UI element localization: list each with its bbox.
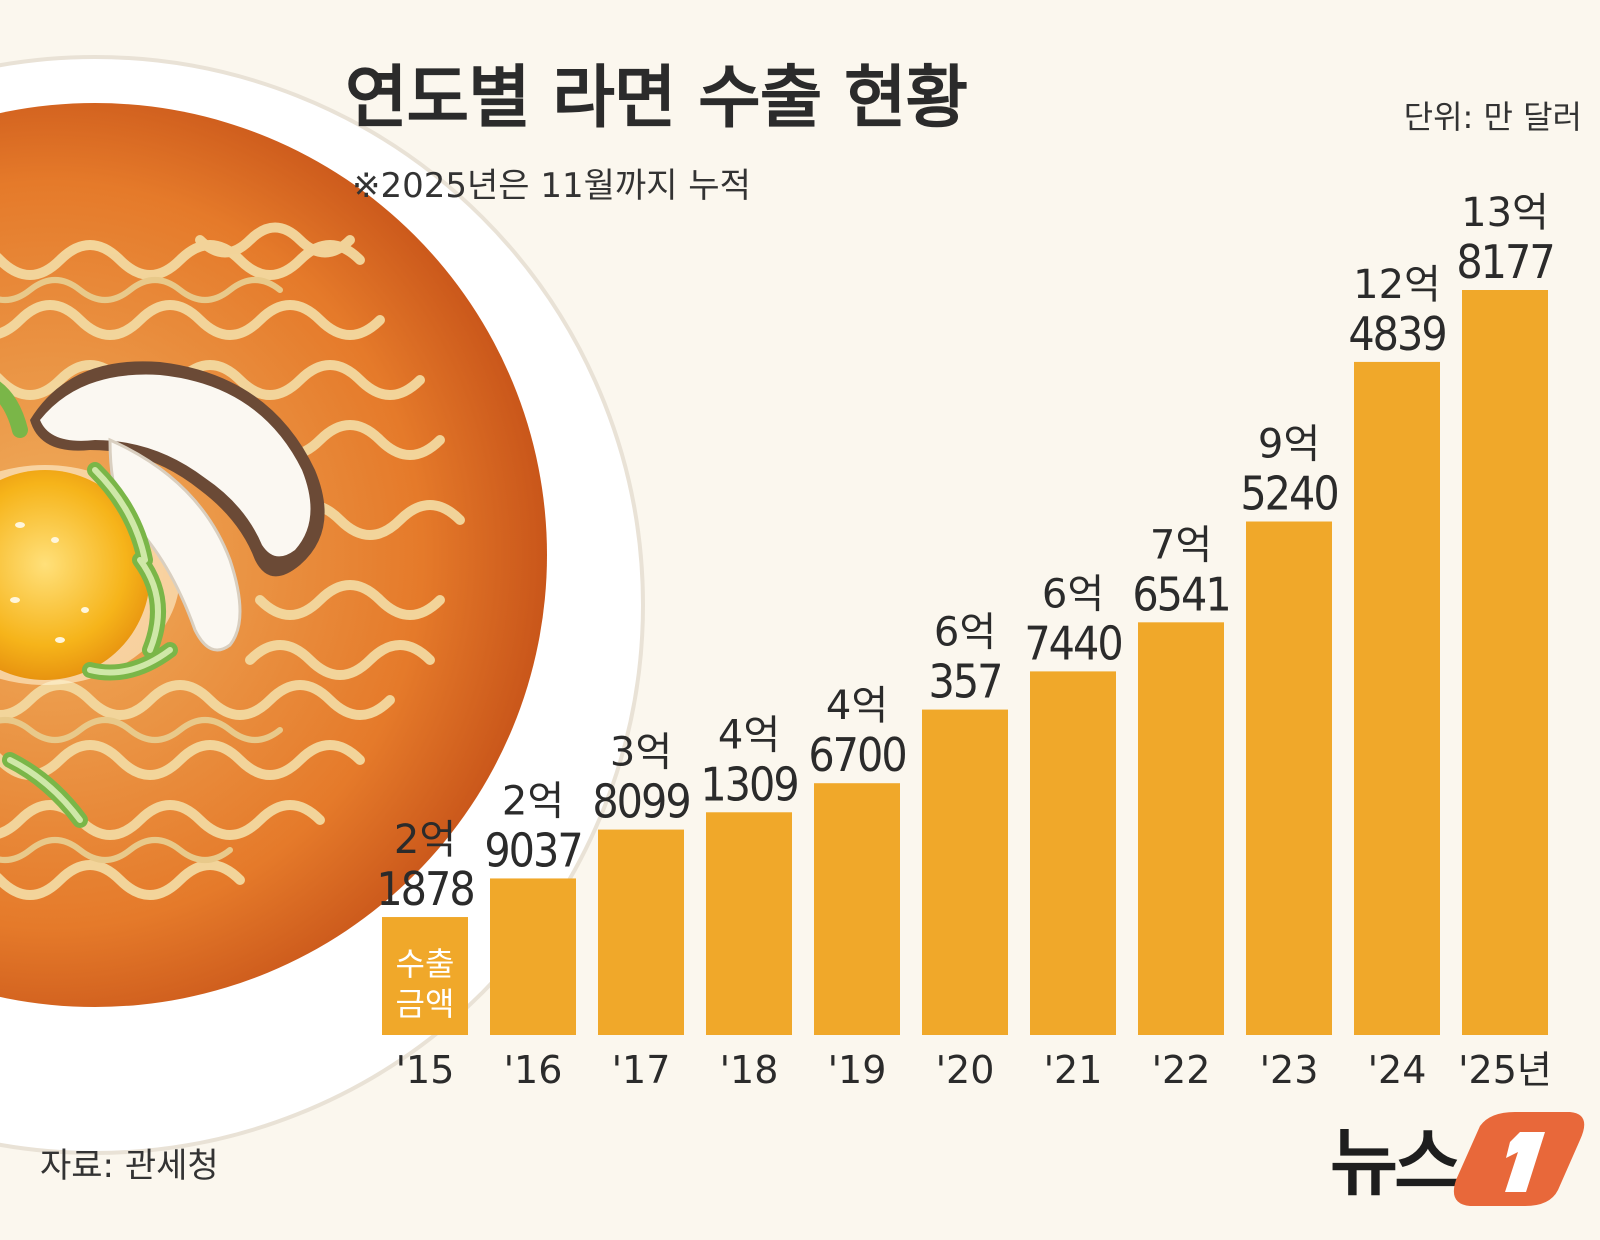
x-tick-label-10: '25년 bbox=[1458, 1048, 1552, 1092]
bar-3 bbox=[706, 812, 792, 1035]
x-tick-label-4: '19 bbox=[828, 1048, 887, 1092]
bar-6 bbox=[1030, 671, 1116, 1035]
bar-value-label-top-1: 2억 bbox=[502, 778, 564, 824]
bar-value-label-top-6: 6억 bbox=[1042, 571, 1104, 617]
x-tick-label-1: '16 bbox=[504, 1048, 563, 1092]
bar-0 bbox=[382, 917, 468, 1035]
bar-value-label-top-9: 12억 bbox=[1353, 262, 1441, 308]
bar-value-label-top-3: 4억 bbox=[718, 712, 780, 758]
bar-value-label-bottom-1: 9037 bbox=[484, 823, 581, 877]
bar-value-label-top-8: 9억 bbox=[1258, 422, 1320, 468]
x-tick-label-5: '20 bbox=[936, 1048, 995, 1092]
bar-value-label-bottom-0: 1878 bbox=[376, 862, 473, 916]
x-tick-label-3: '18 bbox=[720, 1048, 779, 1092]
bar-value-label-bottom-3: 1309 bbox=[700, 757, 797, 811]
news1-logo: 뉴스 bbox=[1330, 1112, 1585, 1206]
bar-inner-label-0: 수출 bbox=[396, 945, 455, 983]
x-tick-label-8: '23 bbox=[1260, 1048, 1319, 1092]
x-tick-label-7: '22 bbox=[1152, 1048, 1211, 1092]
bar-group bbox=[382, 290, 1548, 1035]
bar-10 bbox=[1462, 290, 1548, 1035]
ramen-bowl-illustration bbox=[0, 55, 645, 1155]
source-label: 자료: 관세청 bbox=[40, 1146, 219, 1186]
bar-value-label-top-5: 6억 bbox=[934, 610, 996, 656]
chart-title: 연도별 라면 수출 현황 bbox=[345, 59, 968, 138]
x-tick-label-0: '15 bbox=[396, 1048, 455, 1092]
bar-value-label-bottom-10: 8177 bbox=[1456, 235, 1553, 289]
svg-text:뉴스: 뉴스 bbox=[1330, 1120, 1460, 1206]
bar-value-label-bottom-6: 7440 bbox=[1024, 616, 1121, 670]
x-tick-group: '15 '16 '17 '18 '19 '20 '21 '22 '23 '24 '25년 bbox=[396, 1048, 1552, 1092]
bar-1 bbox=[490, 878, 576, 1035]
bar-value-label-top-7: 7억 bbox=[1150, 522, 1212, 568]
x-tick-label-2: '17 bbox=[612, 1048, 671, 1092]
bar-8 bbox=[1246, 521, 1332, 1035]
bar-value-label-top-0: 2억 bbox=[394, 817, 456, 863]
bar-value-label-bottom-8: 5240 bbox=[1240, 467, 1337, 521]
unit-label: 단위: 만 달러 bbox=[1403, 98, 1582, 136]
bar-value-label-top-4: 4억 bbox=[826, 683, 888, 729]
bar-inner-label-1: 금액 bbox=[396, 985, 455, 1023]
bar-value-label-top-10: 13억 bbox=[1461, 190, 1549, 236]
bar-4 bbox=[814, 783, 900, 1035]
x-tick-label-9: '24 bbox=[1368, 1048, 1427, 1092]
bar-value-label-bottom-5: 357 bbox=[929, 655, 1002, 709]
value-label-group: 2억18782억90373억80994억13094억67006억3576억744… bbox=[376, 190, 1555, 916]
chart-note: ※2025년은 11월까지 누적 bbox=[352, 166, 751, 206]
bar-9 bbox=[1354, 361, 1440, 1035]
bar-value-label-bottom-2: 8099 bbox=[592, 775, 689, 829]
bar-value-label-bottom-9: 4839 bbox=[1348, 307, 1445, 361]
bar-value-label-bottom-4: 6700 bbox=[808, 728, 905, 782]
x-tick-label-6: '21 bbox=[1044, 1048, 1103, 1092]
bar-value-label-bottom-7: 6541 bbox=[1132, 567, 1229, 621]
bar-7 bbox=[1138, 622, 1224, 1035]
bar-2 bbox=[598, 829, 684, 1035]
bar-5 bbox=[922, 709, 1008, 1035]
bar-value-label-top-2: 3억 bbox=[610, 730, 672, 776]
